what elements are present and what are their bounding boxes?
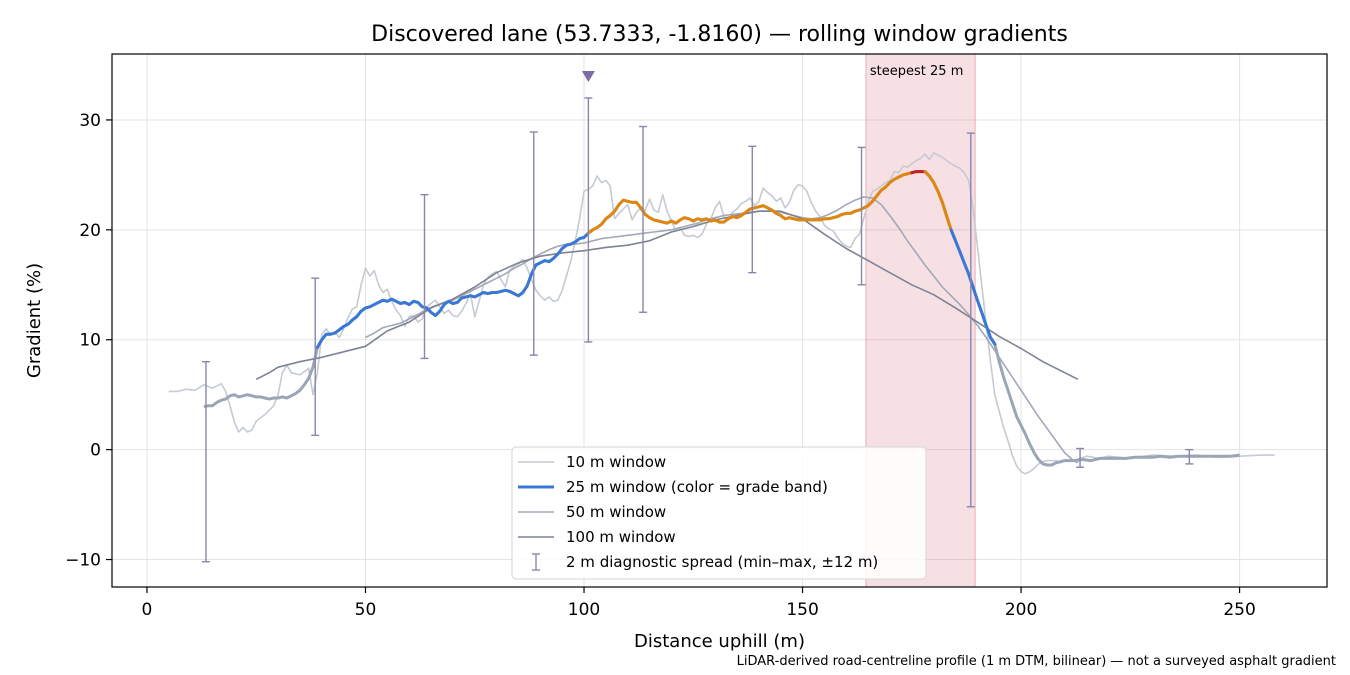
legend-entry-10m: 10 m window bbox=[566, 453, 666, 471]
x-axis-label: Distance uphill (m) bbox=[634, 631, 805, 652]
chart-title: Discovered lane (53.7333, -1.8160) — rol… bbox=[371, 22, 1068, 47]
y-tick-label: 30 bbox=[79, 111, 101, 131]
series-line-25m-band bbox=[923, 170, 957, 243]
series-line-25m-band bbox=[315, 228, 595, 349]
axis-ticks: 0 50 100 150 200 250 −10 0 10 20 30 bbox=[65, 111, 1256, 620]
plot-frame bbox=[111, 53, 1328, 588]
x-tick-label: 150 bbox=[786, 600, 818, 620]
x-tick-label: 0 bbox=[142, 600, 153, 620]
footnote: LiDAR-derived road-centreline profile (1… bbox=[737, 654, 1336, 669]
series-line-50m bbox=[365, 196, 1079, 464]
grid-lines bbox=[112, 54, 1327, 587]
series-line-10m bbox=[168, 152, 1275, 475]
y-tick-label: 10 bbox=[79, 331, 101, 351]
x-tick-label: 50 bbox=[355, 600, 377, 620]
legend-entry-25m: 25 m window (color = grade band) bbox=[566, 478, 828, 496]
x-tick-label: 100 bbox=[568, 600, 600, 620]
marker-triangle bbox=[581, 70, 595, 82]
y-tick-label: 0 bbox=[90, 441, 101, 461]
x-tick-label: 200 bbox=[1005, 600, 1037, 620]
legend-entry-100m: 100 m window bbox=[566, 528, 676, 546]
y-tick-label: −10 bbox=[65, 551, 101, 571]
x-tick-label: 250 bbox=[1223, 600, 1255, 620]
legend-entry-50m: 50 m window bbox=[566, 503, 666, 521]
legend-entry-spread: 2 m diagnostic spread (min–max, ±12 m) bbox=[566, 553, 878, 571]
series-line-25m-band bbox=[949, 228, 997, 346]
legend-box bbox=[511, 446, 927, 580]
y-axis-label: Gradient (%) bbox=[24, 263, 45, 378]
series-lines bbox=[168, 152, 1275, 475]
legend: 10 m window 25 m window (color = grade ba… bbox=[511, 446, 927, 580]
series-line-100m bbox=[255, 210, 1079, 381]
series-line-25m-band bbox=[586, 171, 914, 235]
y-tick-label: 20 bbox=[79, 221, 101, 241]
spread-bars bbox=[201, 97, 1194, 563]
steepest-band-label: steepest 25 m bbox=[870, 64, 963, 79]
